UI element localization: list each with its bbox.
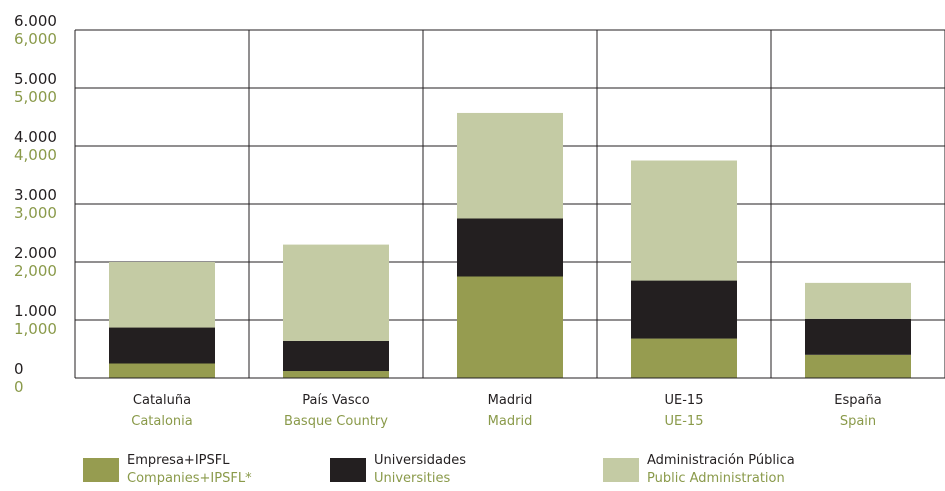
- y-tick-label-es-5: 5.000: [14, 70, 57, 88]
- legend-label-universities: Universities: [374, 471, 451, 486]
- legend-item-administracion: Administración Pública Public Administra…: [603, 452, 795, 488]
- bar-2-series-1: [457, 218, 563, 277]
- x-axis-ticks: Cataluña Catalonia País Vasco Basque Countr…: [131, 393, 881, 429]
- bar-4-series-2: [805, 282, 911, 319]
- x-tick-label-en-1: Basque Country: [284, 414, 388, 429]
- bar-0-series-0: [109, 363, 215, 378]
- legend-item-universidades: Universidades Universities: [330, 452, 466, 488]
- chart-bars: [109, 112, 911, 378]
- legend-label-universidades: Universidades: [374, 453, 467, 468]
- bar-4-series-0: [805, 354, 911, 378]
- bar-0-series-1: [109, 327, 215, 364]
- y-tick-label-es-3: 3.000: [14, 186, 57, 204]
- bar-2-series-0: [457, 276, 563, 378]
- x-tick-label-es-4: España: [834, 393, 881, 408]
- y-tick-label-en-2: 2,000: [14, 262, 57, 280]
- x-tick-label-es-2: Madrid: [488, 393, 533, 408]
- bar-3-series-0: [631, 338, 737, 378]
- legend-item-empresa: Empresa+IPSFL Companies+IPSFL*: [83, 452, 252, 488]
- y-tick-label-en-1: 1,000: [14, 320, 57, 338]
- y-tick-label-es-4: 4.000: [14, 128, 57, 146]
- y-tick-label-es-2: 2.000: [14, 244, 57, 262]
- bar-1-series-0: [283, 371, 389, 378]
- y-tick-label-en-3: 3,000: [14, 204, 57, 222]
- y-tick-label-es-1: 1.000: [14, 302, 57, 320]
- bar-3-series-2: [631, 160, 737, 281]
- legend-label-companies: Companies+IPSFL*: [127, 471, 252, 486]
- x-tick-label-es-1: País Vasco: [302, 393, 370, 408]
- bar-1-series-2: [283, 244, 389, 341]
- legend-swatch-administracion: [603, 458, 639, 482]
- legend-label-public-administration: Public Administration: [647, 471, 785, 486]
- y-tick-label-en-5: 5,000: [14, 88, 57, 106]
- bar-2-series-2: [457, 112, 563, 219]
- legend-swatch-universidades: [330, 458, 366, 482]
- y-tick-label-en-0: 0: [14, 378, 24, 396]
- x-tick-label-es-0: Cataluña: [133, 393, 191, 408]
- x-tick-label-en-2: Madrid: [488, 414, 533, 429]
- x-tick-label-es-3: UE-15: [665, 393, 704, 408]
- bar-1-series-1: [283, 340, 389, 372]
- x-tick-label-en-4: Spain: [840, 414, 876, 429]
- bar-3-series-1: [631, 280, 737, 339]
- y-tick-label-en-6: 6,000: [14, 30, 57, 48]
- y-tick-label-en-4: 4,000: [14, 146, 57, 164]
- bar-0-series-2: [109, 262, 215, 328]
- legend-label-empresa: Empresa+IPSFL: [127, 453, 230, 468]
- legend-label-administracion: Administración Pública: [647, 453, 795, 468]
- legend-swatch-empresa: [83, 458, 119, 482]
- bar-4-series-1: [805, 318, 911, 355]
- x-tick-label-en-3: UE-15: [665, 414, 704, 429]
- y-tick-label-es-6: 6.000: [14, 12, 57, 30]
- y-tick-label-es-0: 0: [14, 360, 24, 378]
- x-tick-label-en-0: Catalonia: [131, 414, 193, 429]
